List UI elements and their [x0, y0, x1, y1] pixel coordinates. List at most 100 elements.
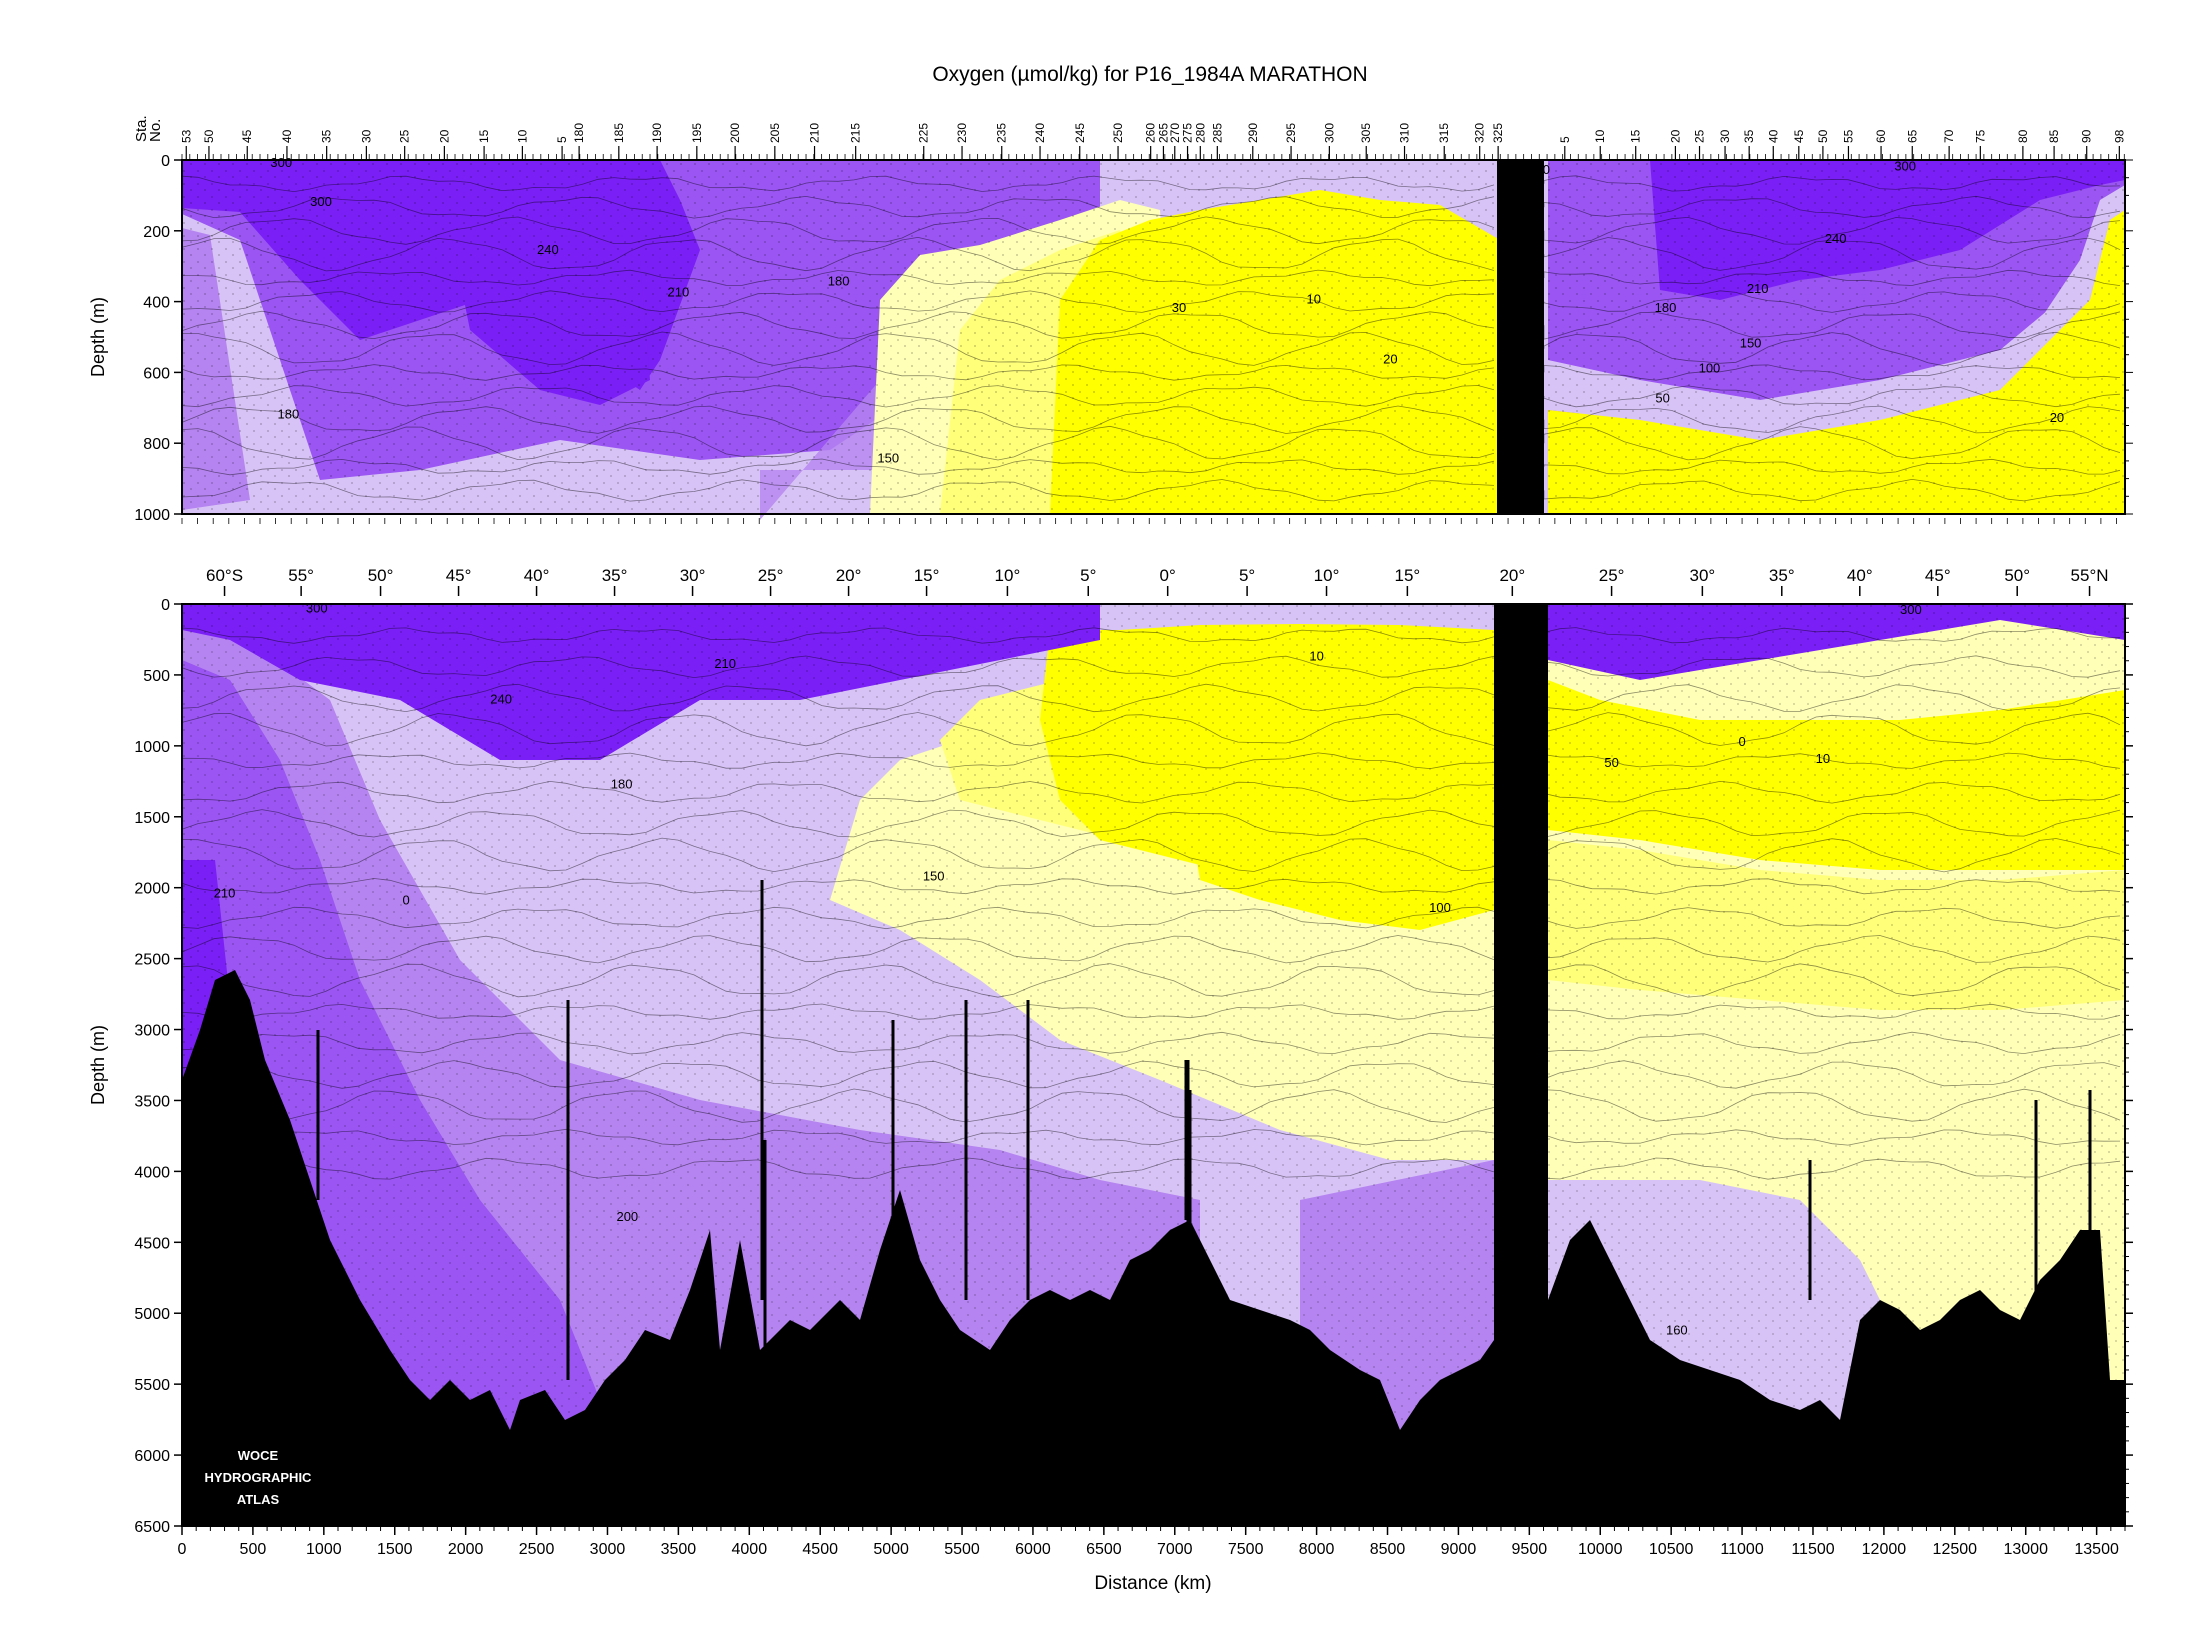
station-tick-label: 185: [612, 123, 626, 143]
station-tick-label: 260: [1144, 123, 1158, 143]
latitude-tick-label: 50°: [2004, 566, 2030, 585]
lower-y-tick-label: 1500: [134, 810, 170, 827]
latitude-tick-label: 0°: [1160, 566, 1176, 585]
station-tick-label: 40: [280, 129, 294, 143]
distance-tick-label: 12500: [1933, 1541, 1978, 1558]
station-tick-label: 75: [1973, 129, 1987, 143]
station-tick-label: 235: [995, 123, 1009, 143]
seafloor-spikes: [316, 880, 2092, 1380]
station-tick-label: 315: [1437, 123, 1451, 143]
lower-contour-line: [181, 683, 2121, 713]
latitude-tick-label: 20°: [1499, 566, 1525, 585]
station-tick-label: 225: [917, 123, 931, 143]
station-tick-label: 270: [1168, 123, 1182, 143]
upper-contour-label: 300: [310, 194, 332, 209]
station-tick-label: 50: [202, 129, 216, 143]
latitude-tick-label: 30°: [680, 566, 706, 585]
upper-contour-line: [181, 385, 2121, 408]
latitude-tick-label: 50°: [368, 566, 394, 585]
lower-contour-line: [181, 1128, 2121, 1146]
station-tick-label: 55: [1841, 129, 1855, 143]
station-tick-label: 205: [768, 123, 782, 143]
station-tick-label: 265: [1156, 123, 1170, 143]
lower-contour-label: 300: [306, 601, 328, 616]
lower-frame: [181, 603, 2126, 1527]
upper-contour-line: [181, 478, 2121, 502]
lower-y-tick-label: 2500: [134, 952, 170, 969]
distance-tick-label: 10000: [1578, 1541, 1623, 1558]
upper-contour-label: 50: [1655, 390, 1669, 405]
lower-contour-line: [181, 809, 2121, 838]
station-tick-label: 30: [1718, 129, 1732, 143]
upper-contour-label: 300: [270, 155, 292, 170]
lower-y-axis: 0500100015002000250030003500400045005000…: [134, 597, 2133, 1536]
upper-contour-label: 20: [1383, 352, 1397, 367]
distance-tick-label: 11500: [1791, 1541, 1834, 1558]
latitude-tick-label: 30°: [1690, 566, 1716, 585]
station-tick-label: 310: [1398, 123, 1412, 143]
lower-contour-label: 210: [714, 656, 736, 671]
station-tick-label: 45: [1792, 129, 1806, 143]
station-number-axis: 53 50 45 40 35 30 25 20 15 10 5 180 185 190 195 200 205 2…: [179, 123, 2126, 160]
upper-contour-line: [181, 290, 2121, 313]
distance-tick-label: 11000: [1720, 1541, 1763, 1558]
distance-tick-label: 7000: [1157, 1541, 1193, 1558]
lower-fill: [182, 604, 2125, 1526]
latitude-tick-label: 40°: [524, 566, 550, 585]
station-tick-label: 10: [1593, 129, 1607, 143]
distance-tick-label: 12000: [1862, 1541, 1907, 1558]
lower-y-tick-label: 5000: [134, 1306, 170, 1323]
lower-contour-label: 10: [1309, 649, 1323, 664]
upper-contour-line: [181, 269, 2121, 287]
distance-tick-label: 13000: [2003, 1541, 2048, 1558]
upper-contour-lines: [181, 175, 2121, 502]
distance-tick-label: 500: [240, 1541, 267, 1558]
station-tick-label: 98: [2112, 129, 2126, 143]
distance-tick-label: 4000: [732, 1541, 768, 1558]
distance-tick-label: 3500: [661, 1541, 697, 1558]
lower-contour-line: [181, 1003, 2121, 1021]
station-tick-label: 215: [849, 123, 863, 143]
distance-tick-label: 4500: [802, 1541, 838, 1558]
distance-tick-label: 1000: [306, 1541, 342, 1558]
latitude-tick-label: 35°: [1769, 566, 1795, 585]
upper-contour-label: 10: [1307, 291, 1321, 306]
distance-tick-label: 2000: [448, 1541, 484, 1558]
upper-contour-line: [181, 405, 2121, 434]
station-tick-label: 245: [1073, 123, 1087, 143]
station-tick-label: 320: [1473, 123, 1487, 143]
station-tick-label: 90: [2080, 129, 2094, 143]
lower-contour-line: [181, 1088, 2121, 1123]
station-axis-label-no: No.: [147, 119, 164, 142]
lower-contour-line: [181, 963, 2121, 998]
station-tick-label: 60: [1874, 129, 1888, 143]
lower-contour-line: [181, 1031, 2121, 1055]
station-tick-label: 15: [1629, 129, 1643, 143]
upper-y-tick-label: 200: [143, 224, 170, 241]
upper-contour-line: [181, 175, 2121, 193]
station-tick-label: 290: [1246, 123, 1260, 143]
upper-contour-label: 240: [1825, 231, 1847, 246]
lower-contour-line: [181, 906, 2121, 930]
station-tick-label: 190: [650, 123, 664, 143]
upper-y-axis-label: Depth (m): [88, 297, 108, 377]
lower-contour-label: 160: [1666, 1323, 1688, 1338]
lower-contour-label: 180: [611, 776, 633, 791]
lower-contour-line: [181, 780, 2121, 804]
latitude-tick-label: 5°: [1080, 566, 1096, 585]
lower-y-tick-label: 3500: [134, 1093, 170, 1110]
lower-contour-line: [181, 1060, 2121, 1089]
station-tick-label: 70: [1942, 129, 1956, 143]
lower-y-tick-label: 500: [143, 668, 170, 685]
upper-contour-label: 210: [1747, 281, 1769, 296]
station-tick-label: 85: [2047, 129, 2061, 143]
latitude-axis: 60°S 55° 50° 45° 40° 35° 30° 25° 20° 15° 10° 5° 0° 5°…: [181, 518, 2117, 596]
logo-line-atlas: ATLAS: [237, 1492, 280, 1507]
latitude-tick-label: 15°: [1395, 566, 1421, 585]
lower-contour-label: 0: [402, 893, 409, 908]
station-tick-label: 240: [1033, 123, 1047, 143]
distance-tick-label: 0: [178, 1541, 187, 1558]
